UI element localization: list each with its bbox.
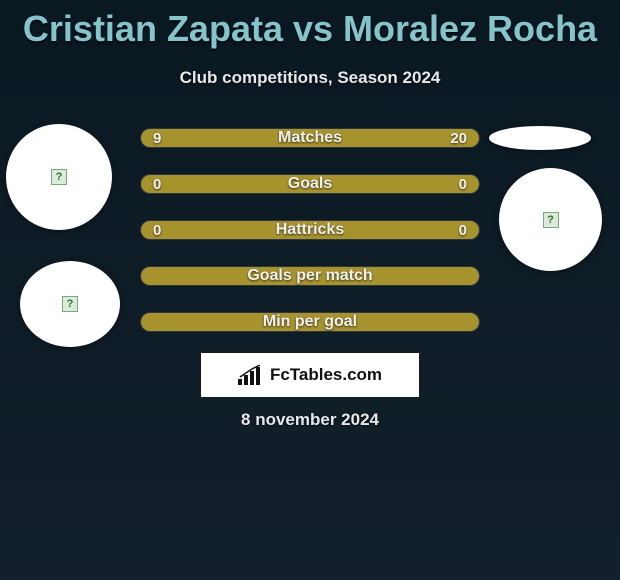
bar-left-segment: [141, 175, 310, 193]
bar-row: Matches920: [140, 128, 480, 148]
image-placeholder-icon: ?: [62, 296, 78, 312]
date-text: 8 november 2024: [0, 410, 620, 430]
stage: Cristian Zapata vs Moralez Rocha Club co…: [0, 0, 620, 580]
subtitle: Club competitions, Season 2024: [0, 68, 620, 88]
bar-left-segment: [141, 129, 246, 147]
bar-left-segment: [141, 221, 310, 239]
bar-right-segment: [246, 129, 479, 147]
bar-row: Goals per match: [140, 266, 480, 286]
page-title: Cristian Zapata vs Moralez Rocha: [0, 0, 620, 50]
bar-right-segment: [310, 175, 479, 193]
attribution-badge: FcTables.com: [201, 353, 419, 397]
bar-left-segment: [141, 313, 479, 331]
player-left-top: ?: [6, 124, 112, 230]
bar-right-segment: [310, 221, 479, 239]
bar-row: Goals00: [140, 174, 480, 194]
bar-row: Hattricks00: [140, 220, 480, 240]
chart-icon: [238, 365, 264, 385]
image-placeholder-icon: ?: [51, 169, 67, 185]
comparison-bars: Matches920 Goals00 Hattricks00 Goals per ma…: [140, 128, 480, 358]
bar-row: Min per goal: [140, 312, 480, 332]
player-right-middle: ?: [499, 168, 602, 271]
image-placeholder-icon: ?: [543, 212, 559, 228]
player-right-top-ellipse: [489, 126, 591, 150]
attribution-text: FcTables.com: [270, 365, 382, 385]
player-left-bottom: ?: [20, 261, 120, 347]
bar-left-segment: [141, 267, 479, 285]
